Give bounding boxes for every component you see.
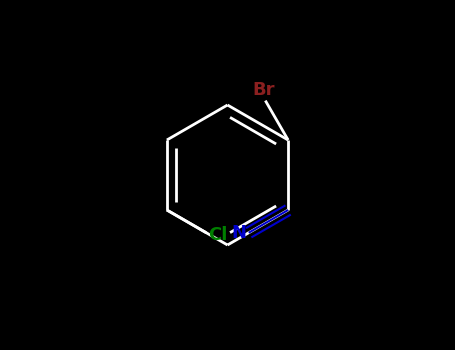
Text: N: N	[231, 224, 246, 242]
Text: Br: Br	[253, 81, 275, 99]
Text: Cl: Cl	[208, 225, 228, 244]
